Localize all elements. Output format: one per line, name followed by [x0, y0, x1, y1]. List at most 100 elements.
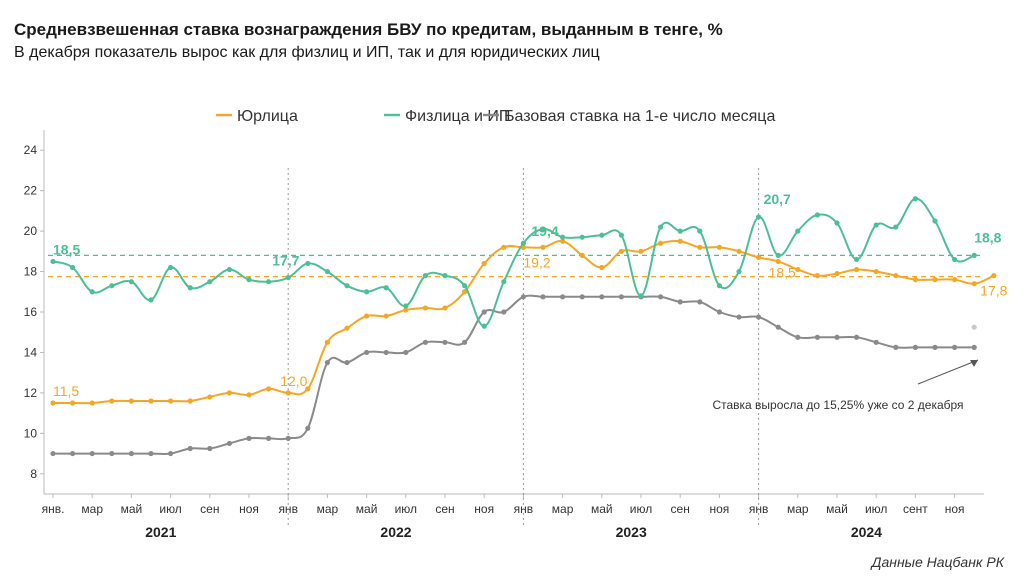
data-label: 12,0: [280, 373, 307, 389]
data-point-yurlitsa: [991, 273, 997, 279]
data-point-fizlitsa: [658, 224, 664, 230]
x-tick-label: ноя: [709, 502, 729, 516]
data-point-yurlitsa: [364, 313, 370, 319]
data-point-yurlitsa: [462, 289, 468, 295]
data-point-base-rate: [795, 334, 801, 340]
data-point-base-rate: [756, 314, 762, 320]
data-point-base-rate: [128, 450, 134, 457]
data-point-fizlitsa: [756, 214, 762, 220]
data-point-fizlitsa: [462, 283, 468, 289]
data-point-fizlitsa: [109, 283, 115, 289]
data-point-fizlitsa: [207, 279, 213, 285]
data-point-base-rate: [658, 294, 664, 300]
data-point-fizlitsa: [854, 256, 860, 263]
x-tick-label: май: [356, 502, 378, 516]
data-point-base-rate: [89, 450, 95, 457]
x-tick-label: янв.: [42, 502, 65, 516]
data-point-yurlitsa: [501, 244, 507, 250]
data-point-base-rate: [520, 294, 527, 300]
data-point-yurlitsa: [148, 398, 154, 404]
data-point-base-rate: [481, 309, 487, 315]
data-point-base-rate: [324, 359, 330, 366]
data-point-yurlitsa: [932, 277, 938, 283]
data-point-december-rate: [971, 324, 977, 330]
x-tick-label: май: [826, 502, 848, 516]
data-point-yurlitsa: [187, 398, 193, 404]
data-point-yurlitsa: [168, 398, 174, 404]
data-point-yurlitsa: [638, 248, 644, 254]
data-point-yurlitsa: [814, 273, 821, 279]
data-point-yurlitsa: [854, 266, 860, 273]
data-point-fizlitsa: [168, 264, 174, 271]
y-tick-label: 16: [24, 305, 38, 319]
data-point-fizlitsa: [599, 232, 605, 238]
data-point-yurlitsa: [697, 244, 703, 250]
x-tick-label: июл: [159, 502, 181, 516]
data-point-base-rate: [422, 339, 428, 345]
data-point-base-rate: [305, 425, 311, 431]
data-label: 20,7: [764, 191, 791, 207]
data-point-base-rate: [50, 450, 56, 457]
data-point-base-rate: [560, 294, 566, 300]
data-point-yurlitsa: [560, 238, 566, 244]
data-point-base-rate: [442, 339, 448, 345]
data-point-base-rate: [403, 349, 409, 356]
data-point-base-rate: [932, 344, 938, 350]
data-point-fizlitsa: [560, 234, 566, 240]
data-point-fizlitsa: [893, 224, 899, 230]
data-point-fizlitsa: [285, 275, 291, 281]
data-point-yurlitsa: [736, 248, 742, 254]
data-point-yurlitsa: [128, 398, 134, 404]
data-point-base-rate: [912, 344, 919, 350]
data-point-base-rate: [677, 299, 683, 305]
data-point-yurlitsa: [540, 244, 546, 250]
data-point-base-rate: [834, 334, 840, 340]
data-point-fizlitsa: [952, 256, 958, 263]
data-point-fizlitsa: [70, 264, 76, 271]
data-point-base-rate: [952, 344, 958, 350]
data-point-yurlitsa: [50, 400, 56, 406]
data-point-base-rate: [364, 349, 370, 356]
x-tick-label: ноя: [239, 502, 259, 516]
data-point-fizlitsa: [540, 226, 546, 232]
x-tick-label: мар: [317, 502, 339, 516]
year-label: 2023: [616, 524, 647, 540]
series-line-fizlitsa: [52, 197, 975, 328]
data-point-base-rate: [168, 450, 174, 457]
data-point-base-rate: [697, 299, 703, 305]
data-point-base-rate: [618, 294, 625, 300]
data-point-base-rate: [893, 344, 899, 350]
data-point-base-rate: [148, 450, 154, 457]
data-point-yurlitsa: [599, 264, 605, 271]
data-point-yurlitsa: [677, 238, 683, 244]
data-point-fizlitsa: [442, 273, 448, 279]
data-point-fizlitsa: [697, 228, 703, 234]
x-tick-label: сен: [200, 502, 219, 516]
data-point-base-rate: [226, 440, 232, 447]
annotation-arrow: [917, 359, 979, 385]
data-point-yurlitsa: [266, 386, 272, 392]
data-point-fizlitsa: [187, 285, 193, 291]
data-point-yurlitsa: [481, 260, 487, 267]
data-point-yurlitsa: [246, 392, 252, 398]
y-tick-label: 20: [24, 224, 38, 238]
y-tick-label: 22: [24, 184, 38, 198]
year-label: 2021: [145, 524, 176, 540]
data-point-base-rate: [109, 450, 115, 457]
data-point-fizlitsa: [618, 232, 625, 238]
y-tick-label: 12: [24, 386, 38, 400]
data-point-base-rate: [599, 294, 605, 300]
data-point-fizlitsa: [501, 279, 507, 285]
legend-label: Базовая ставка на 1-е число месяца: [504, 108, 775, 125]
data-point-base-rate: [207, 445, 213, 452]
data-point-fizlitsa: [305, 260, 311, 267]
y-tick-label: 8: [30, 467, 37, 481]
data-point-fizlitsa: [638, 293, 644, 299]
data-point-yurlitsa: [834, 270, 840, 277]
data-point-fizlitsa: [814, 212, 821, 218]
series-line-base-rate: [53, 294, 975, 455]
data-point-yurlitsa: [716, 244, 723, 250]
data-point-fizlitsa: [226, 266, 232, 273]
data-point-yurlitsa: [442, 305, 448, 311]
data-point-yurlitsa: [658, 240, 664, 246]
